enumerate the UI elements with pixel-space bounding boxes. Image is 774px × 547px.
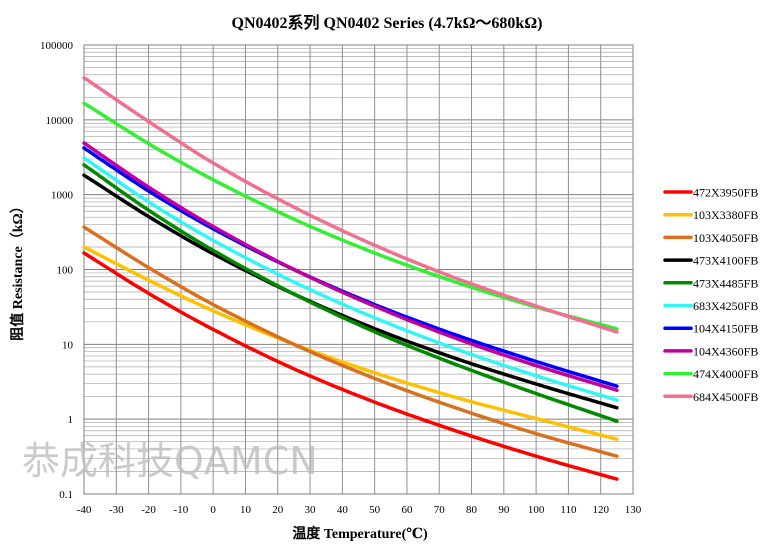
x-tick-label: -10 [174,504,189,516]
y-tick-label: 1 [68,414,74,426]
y-tick-label: 10000 [46,115,74,127]
x-tick-label: -40 [77,504,92,516]
x-axis-label: 温度 Temperature(℃) [292,525,428,542]
x-tick-label: 90 [498,504,510,516]
y-tick-label: 1000 [51,190,74,202]
x-tick-label: 10 [240,504,252,516]
y-tick-label: 0.1 [59,489,73,501]
legend-label: 103X3380FB [693,208,758,222]
series-line-473X4485FB [82,163,619,423]
series-line-683X4250FB [82,156,619,402]
y-axis-label: 阻值 Resistance（kΩ） [9,199,26,340]
series-line-472X3950FB [82,251,619,481]
x-tick-label: 30 [305,504,317,516]
legend: 472X3950FB 103X3380FB 103X4050FB 473X4100FB… [663,186,758,404]
series-line-684X4500FB [82,76,619,334]
legend-label: 473X4485FB [693,276,758,290]
legend-label: 474X4000FB [693,367,758,381]
x-tick-label: 0 [210,504,216,516]
x-tick-label: 70 [434,504,446,516]
y-tick-label: 10 [62,339,74,351]
legend-label: 684X4500FB [693,390,758,404]
x-tick-label: -30 [109,504,124,516]
x-tick-label: 50 [369,504,381,516]
series-line-104X4150FB [82,146,619,388]
x-tick-label: 100 [528,504,545,516]
legend-label: 683X4250FB [693,299,758,313]
x-tick-label: 120 [592,504,609,516]
y-tick-label: 100000 [40,40,74,52]
series-line-103X3380FB [82,245,619,441]
legend-label: 104X4360FB [693,344,758,358]
series-lines [82,76,619,481]
legend-label: 104X4150FB [693,322,758,336]
legend-label: 472X3950FB [693,186,758,200]
chart-title: QN0402系列 QN0402 Series (4.7kΩ～680kΩ) [231,15,543,32]
x-tick-label: 40 [337,504,349,516]
y-tick-label: 100 [57,265,74,277]
x-tick-label: 20 [272,504,284,516]
x-tick-label: 80 [466,504,478,516]
legend-label: 473X4100FB [693,254,758,268]
series-line-103X4050FB [82,225,619,458]
legend-label: 103X4050FB [693,231,758,245]
x-tick-label: 130 [625,504,642,516]
x-tick-label: 60 [401,504,413,516]
plot-border [83,44,634,495]
tick-labels: -40 -30 -20 -10 0 10 20 30 40 50 60 70 80 90 100 110 120… [40,40,642,516]
grid [83,44,634,495]
x-tick-label: 110 [560,504,577,516]
watermark: 恭成科技QAMCN [22,439,318,483]
series-line-104X4360FB [82,141,619,392]
x-tick-label: -20 [141,504,156,516]
